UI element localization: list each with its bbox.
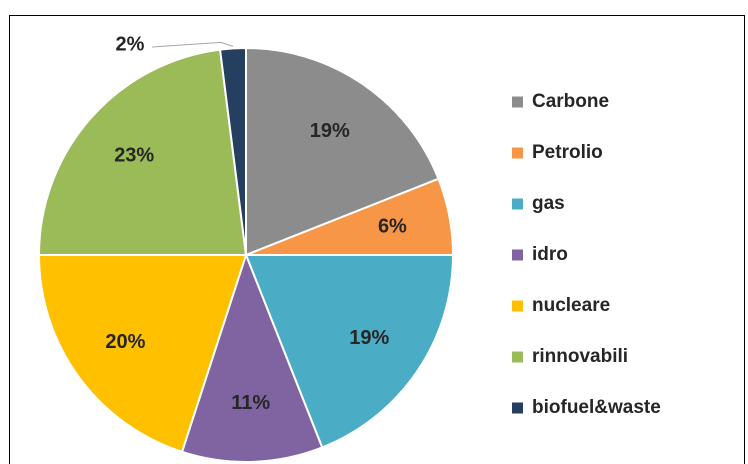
data-label: 23% <box>114 145 154 167</box>
data-label: 2% <box>116 33 145 55</box>
legend-label: gas <box>532 193 565 214</box>
legend-swatch <box>512 198 523 210</box>
pie-slice <box>37 254 248 454</box>
legend-swatch <box>512 249 523 261</box>
legend-swatch <box>512 351 523 363</box>
frame <box>9 15 745 464</box>
pie-slice <box>180 252 324 463</box>
legend-label: nucleare <box>532 295 610 316</box>
pie-slice <box>245 46 440 257</box>
legend-label: biofuel&waste <box>532 397 661 418</box>
data-label: 19% <box>349 327 389 349</box>
legend-swatch <box>512 96 523 108</box>
data-label: 20% <box>105 331 145 353</box>
legend-label: Petrolio <box>532 142 603 163</box>
legend-label: Carbone <box>532 91 609 112</box>
pie-slice <box>218 46 247 256</box>
data-label: 11% <box>231 392 270 414</box>
pie-slice <box>244 254 455 449</box>
pie-slice <box>37 48 248 256</box>
legend-label: rinnovabili <box>532 346 628 367</box>
leader-line <box>151 41 234 48</box>
legend-swatch <box>512 402 523 414</box>
data-label: 19% <box>310 120 350 142</box>
data-label: 6% <box>378 215 407 237</box>
legend-swatch <box>512 300 523 312</box>
legend-swatch <box>512 147 523 159</box>
legend-label: idro <box>532 244 568 265</box>
